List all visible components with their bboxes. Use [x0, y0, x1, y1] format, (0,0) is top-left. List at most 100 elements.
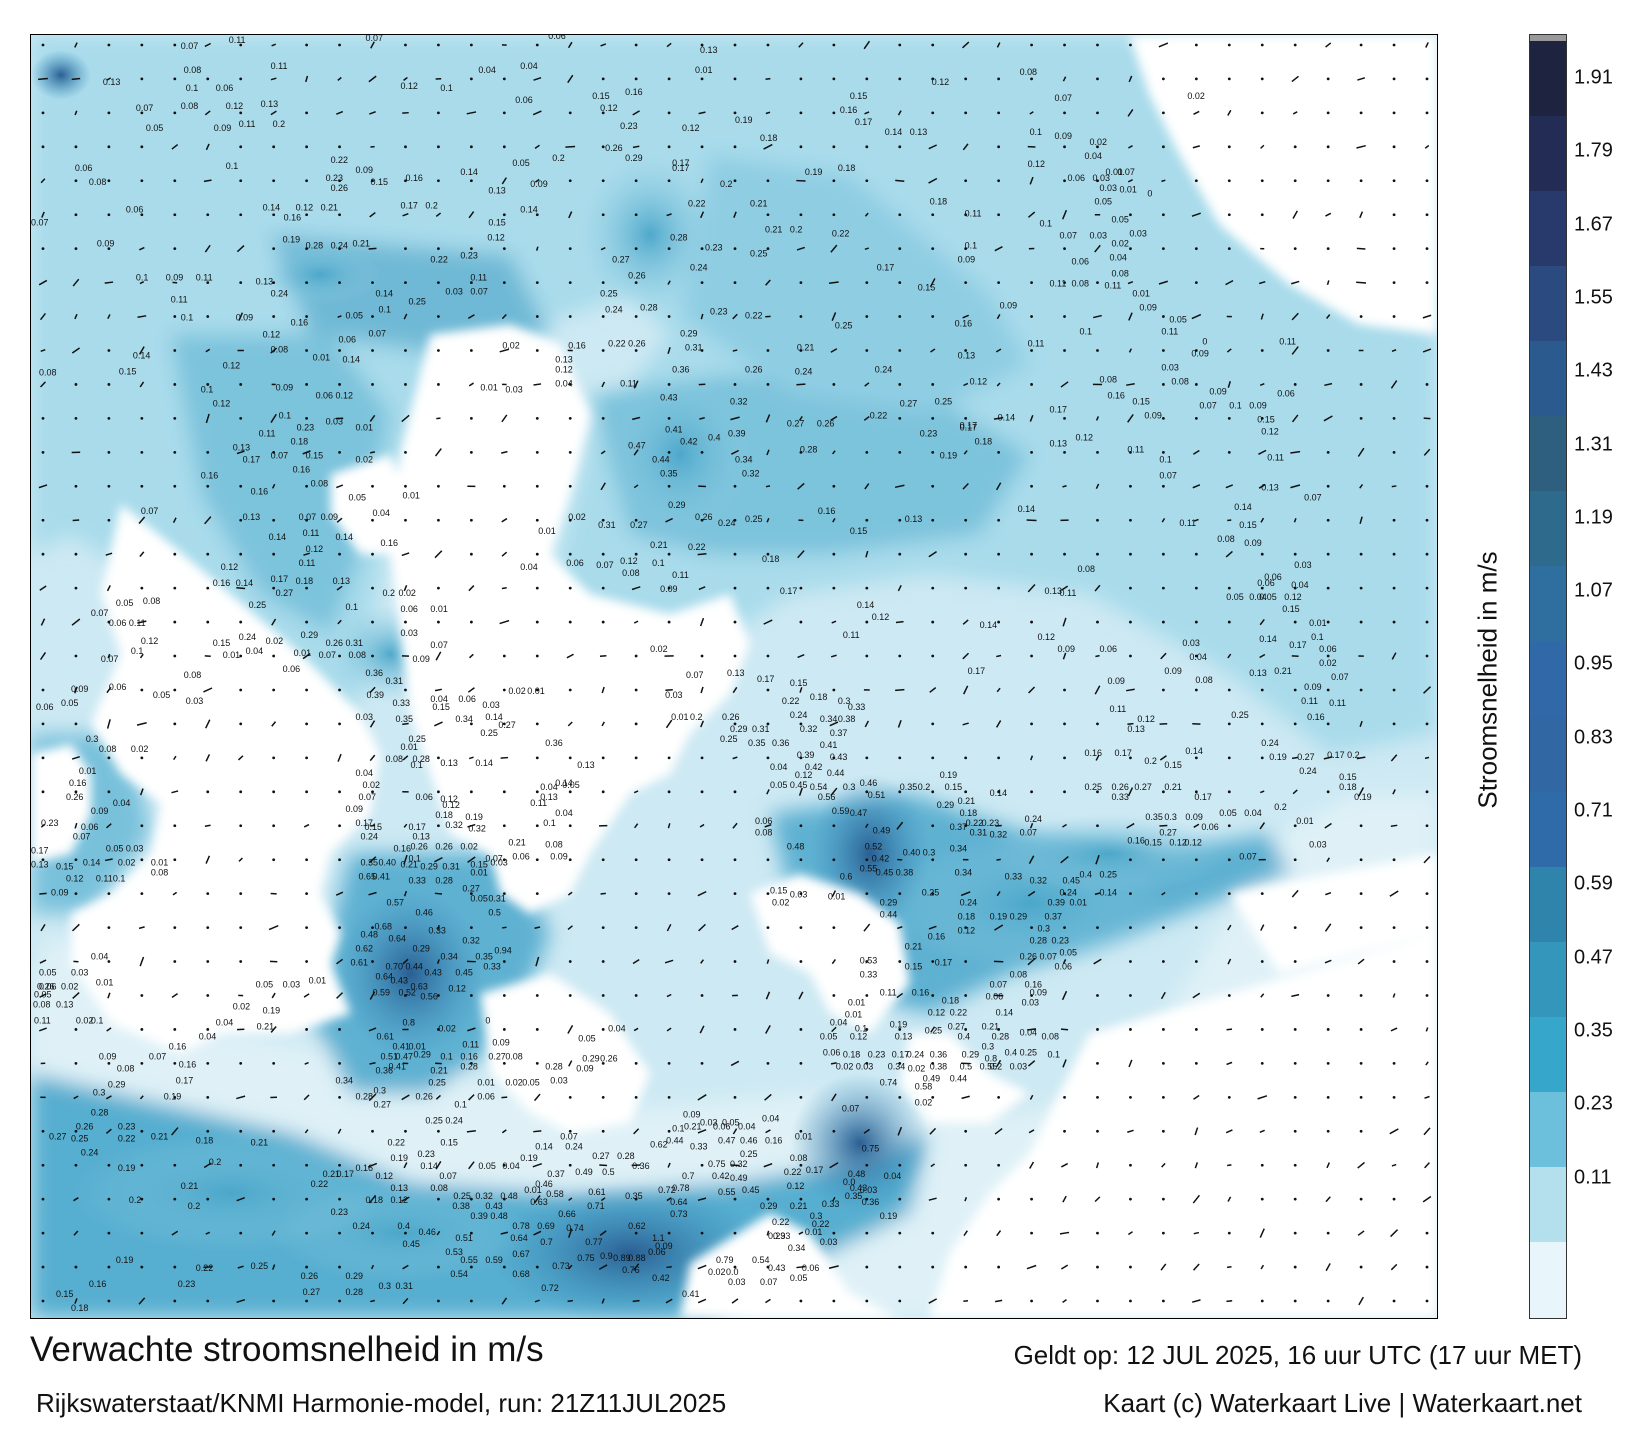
current-vector — [467, 314, 475, 319]
speed-label: 0.03 — [186, 696, 203, 706]
vector-dot — [535, 688, 539, 692]
current-vector — [600, 1197, 606, 1202]
speed-label: 0.15 — [905, 962, 922, 972]
current-vector — [435, 1160, 442, 1170]
vector-dot — [239, 620, 243, 624]
current-vector — [336, 585, 343, 591]
vector-dot — [173, 620, 177, 624]
vector-dot — [404, 43, 407, 47]
colorbar-segment — [1530, 1241, 1566, 1318]
vector-dot — [272, 145, 276, 149]
speed-label: 0.72 — [541, 1283, 558, 1293]
speed-label: 0.54 — [810, 782, 827, 792]
speed-label: 0.41 — [373, 872, 390, 882]
current-vector — [270, 413, 277, 423]
speed-label: 0.29 — [412, 944, 429, 954]
current-vector — [435, 212, 442, 217]
speed-label: 0.01 — [430, 604, 447, 614]
vector-dot — [206, 790, 210, 794]
vector-dot — [1260, 688, 1264, 692]
vector-dot — [1425, 1231, 1429, 1235]
vector-dot — [898, 518, 902, 522]
current-vector — [1392, 993, 1396, 998]
current-vector — [467, 823, 476, 828]
current-vector — [139, 551, 145, 557]
speed-label: 0.13 — [412, 832, 429, 842]
speed-label: 0.07 — [470, 287, 487, 297]
speed-label: 0.21 — [181, 1181, 198, 1191]
speed-label: 0.16 — [568, 341, 585, 351]
vector-dot — [140, 858, 144, 862]
current-vector — [895, 179, 905, 182]
vector-dot — [140, 417, 144, 420]
current-vector — [501, 414, 508, 423]
vector-dot — [272, 824, 276, 828]
vector-dot — [338, 1095, 341, 1099]
current-vector — [666, 213, 672, 217]
speed-label: 0.12 — [682, 123, 699, 133]
current-vector — [732, 1128, 738, 1135]
speed-label: 0.1 — [1030, 127, 1042, 137]
speed-label: 0.08 — [790, 1153, 807, 1163]
vector-dot — [338, 654, 341, 658]
current-vector — [1027, 211, 1036, 218]
vector-dot — [437, 790, 440, 794]
speed-label: 0.09 — [655, 1241, 672, 1251]
speed-label: 0.23 — [460, 251, 477, 261]
current-vector — [763, 619, 773, 625]
vector-dot — [173, 1095, 177, 1099]
vector-dot — [568, 450, 572, 454]
current-vector — [1126, 382, 1135, 386]
current-vector — [993, 416, 1004, 420]
current-vector — [38, 279, 48, 286]
current-vector — [963, 450, 968, 455]
speed-label: 0.2 — [990, 1061, 1002, 1071]
vector-dot — [1359, 43, 1363, 47]
vector-dot — [601, 281, 605, 285]
vector-dot — [1063, 179, 1066, 183]
current-vector — [203, 1266, 213, 1269]
speed-label: 0.33 — [690, 1141, 707, 1151]
vector-dot — [667, 892, 671, 896]
speed-label: 0.15 — [488, 218, 505, 228]
speed-label: 0.35 — [900, 782, 917, 792]
current-vector — [271, 483, 276, 489]
vector-dot — [964, 518, 968, 522]
vector-dot — [338, 790, 341, 794]
speed-label: 0.16 — [356, 1163, 373, 1173]
vector-dot — [766, 722, 770, 726]
current-vector — [929, 278, 936, 288]
vector-dot — [239, 926, 243, 930]
vector-dot — [338, 1028, 341, 1031]
current-vector — [1356, 247, 1366, 250]
vector-dot — [1194, 247, 1198, 251]
vector-dot — [766, 858, 770, 862]
current-vector — [434, 856, 443, 863]
speed-label: 0.11 — [229, 35, 246, 45]
speed-label: 0.72 — [658, 1185, 675, 1195]
vector-dot — [535, 858, 539, 862]
vector-dot — [338, 1163, 341, 1167]
vector-dot — [404, 179, 407, 183]
vector-dot — [766, 1197, 770, 1201]
speed-label: 0.22 — [832, 229, 849, 239]
current-vector — [501, 177, 507, 185]
speed-label: 0.09 — [91, 806, 108, 816]
current-vector — [730, 416, 740, 421]
speed-label: 0.19 — [283, 235, 300, 245]
current-vector — [370, 824, 375, 827]
current-vector — [996, 1230, 1002, 1237]
speed-label: 0.14 — [420, 1161, 437, 1171]
speed-label: 0.14 — [1259, 634, 1276, 644]
current-vector — [1029, 1094, 1034, 1100]
current-vector — [1061, 1162, 1069, 1168]
speed-label: 0.15 — [1132, 396, 1149, 406]
current-vector — [765, 77, 771, 80]
current-vector — [303, 1094, 310, 1101]
current-vector — [1227, 1196, 1232, 1202]
speed-label: 0.8 — [985, 1053, 997, 1063]
current-vector — [1191, 313, 1202, 320]
vector-dot — [1392, 926, 1396, 930]
vector-dot — [964, 417, 968, 420]
current-vector — [204, 244, 211, 253]
